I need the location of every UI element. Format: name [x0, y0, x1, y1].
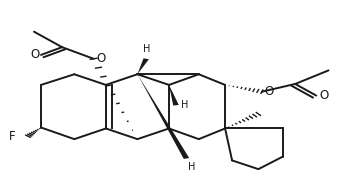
Polygon shape: [137, 74, 189, 159]
Text: O: O: [96, 52, 106, 65]
Polygon shape: [137, 58, 149, 74]
Polygon shape: [169, 85, 179, 105]
Text: H: H: [188, 162, 196, 172]
Text: H: H: [181, 100, 189, 110]
Text: H: H: [143, 44, 150, 54]
Text: O: O: [319, 89, 328, 102]
Text: O: O: [30, 48, 39, 61]
Text: O: O: [265, 85, 274, 98]
Text: F: F: [9, 130, 16, 143]
